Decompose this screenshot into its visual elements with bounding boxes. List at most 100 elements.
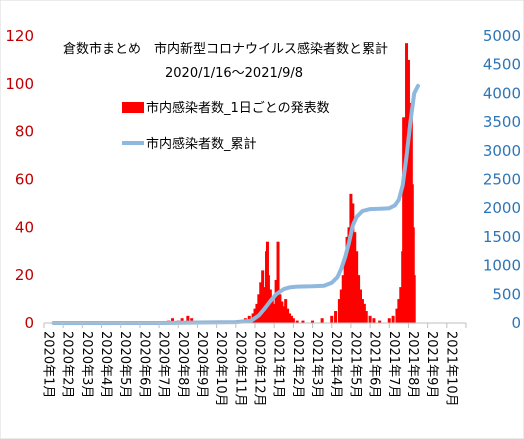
bar-daily-cases: [282, 306, 286, 323]
bar-daily-cases: [360, 299, 364, 323]
y-left-tick-label: 20: [15, 266, 34, 284]
bar-daily-cases: [351, 203, 355, 323]
bar-daily-cases: [280, 301, 284, 323]
y-right-tick-label: 4500: [483, 56, 521, 74]
y-left-tick-label: 40: [15, 218, 34, 236]
y-right-tick-label: 3000: [483, 142, 521, 160]
bar-daily-cases: [266, 275, 270, 323]
legend: 市内感染者数_1日ごとの発表数 市内感染者数_累計: [122, 100, 330, 152]
bar-daily-cases: [357, 275, 361, 323]
bar-daily-cases: [359, 289, 362, 323]
x-tick-label: 2021年4月: [328, 331, 343, 398]
legend-label-daily: 市内感染者数_1日ごとの発表数: [146, 100, 330, 116]
bar-daily-cases: [278, 294, 282, 323]
y-left-tick-label: 60: [15, 171, 34, 189]
bar-daily-cases: [268, 289, 272, 323]
y-right-tick-label: 500: [492, 285, 521, 303]
bar-daily-cases: [284, 299, 288, 323]
bar-daily-cases: [255, 303, 259, 323]
x-tick-label: 2021年2月: [290, 331, 305, 398]
bar-daily-cases: [286, 308, 290, 323]
x-tick-label: 2021年7月: [386, 331, 401, 398]
x-tick-label: 2020年9月: [194, 331, 209, 398]
bar-daily-cases: [364, 311, 368, 323]
x-tick-label: 2021年6月: [367, 331, 382, 398]
bar-daily-cases: [334, 311, 338, 323]
y-right-tick-label: 1500: [483, 228, 521, 246]
chart-title: 倉数市まとめ 市内新型コロナウイルス感染者数と累計: [63, 41, 388, 57]
x-tick-label: 2021年10月: [443, 331, 458, 407]
bar-daily-cases: [288, 313, 292, 323]
bar-daily-cases: [362, 303, 366, 323]
bar-daily-cases: [395, 308, 399, 323]
bar-daily-cases: [291, 318, 295, 323]
x-tick-label: 2021年8月: [405, 331, 420, 398]
y-right-tick-label: 2000: [483, 199, 521, 217]
y-right-tick-label: 1000: [483, 257, 521, 275]
bar-daily-cases: [186, 315, 190, 323]
y-right-tick-label: 5000: [483, 27, 521, 45]
bar-daily-cases: [391, 315, 395, 323]
bar-daily-cases: [353, 232, 357, 323]
bar-daily-cases: [289, 315, 293, 323]
x-tick-label: 2020年11月: [232, 331, 247, 407]
bar-daily-cases: [387, 318, 391, 323]
x-tick-label: 2020年3月: [79, 331, 94, 398]
bar-daily-cases: [368, 315, 372, 323]
bar-daily-cases: [397, 299, 401, 323]
bar-daily-cases: [355, 251, 359, 323]
y-left-tick-label: 80: [15, 123, 34, 141]
y-left-tick-label: 100: [5, 75, 34, 93]
x-tick-label: 2020年8月: [175, 331, 190, 398]
bar-daily-cases: [180, 318, 184, 323]
y-right-tick-label: 0: [511, 314, 521, 332]
x-tick-label: 2020年4月: [98, 331, 113, 398]
bar-daily-cases: [343, 256, 347, 323]
legend-bar-swatch: [122, 102, 144, 113]
y-left-tick-label: 0: [24, 314, 34, 332]
bar-daily-cases: [301, 320, 305, 323]
x-tick-label: 2020年12月: [252, 331, 267, 407]
bar-daily-cases: [274, 279, 278, 323]
chart-subtitle: 2020/1/16～2021/9/8: [165, 66, 303, 81]
x-tick-label: 2021年5月: [347, 331, 362, 398]
y-right-tick-label: 4000: [483, 84, 521, 102]
x-tick-label: 2020年5月: [117, 331, 132, 398]
bars-layer: [167, 43, 416, 324]
x-tick-label: 2021年3月: [309, 331, 324, 398]
bar-daily-cases: [330, 315, 334, 323]
x-tick-label: 2020年7月: [156, 331, 171, 398]
bar-daily-cases: [412, 275, 416, 323]
bar-daily-cases: [295, 320, 299, 323]
bar-daily-cases: [399, 287, 403, 323]
y-left-tick-label: 120: [5, 27, 34, 45]
bar-daily-cases: [378, 320, 382, 323]
x-tick-label: 2021年1月: [271, 331, 286, 398]
bar-daily-cases: [276, 241, 280, 323]
bar-daily-cases: [261, 270, 265, 323]
line-layer: [51, 83, 420, 325]
x-tick-label: 2021年9月: [424, 331, 439, 398]
bar-daily-cases: [311, 320, 315, 323]
bar-daily-cases: [320, 318, 324, 323]
x-tick-label: 2020年6月: [136, 331, 151, 398]
bar-daily-cases: [270, 299, 274, 323]
bar-daily-cases: [171, 318, 175, 323]
x-tick-label: 2020年2月: [60, 331, 75, 398]
bar-daily-cases: [263, 287, 267, 323]
bar-daily-cases: [339, 289, 343, 323]
x-tick-label: 2020年10月: [213, 331, 228, 407]
y-right-tick-label: 2500: [483, 171, 521, 189]
x-tick-label: 2020年1月: [41, 331, 56, 398]
legend-label-cumulative: 市内感染者数_累計: [146, 136, 257, 152]
y-right-tick-label: 3500: [483, 113, 521, 131]
bar-daily-cases: [257, 294, 261, 323]
bar-daily-cases: [341, 275, 345, 323]
axis-layer: 0 20 40 60 80 100 120 0 500 1000 1500 2000 2500 3000 3…: [5, 27, 521, 407]
bar-daily-cases: [272, 303, 276, 323]
bar-daily-cases: [337, 299, 341, 323]
bar-daily-cases: [259, 282, 263, 323]
